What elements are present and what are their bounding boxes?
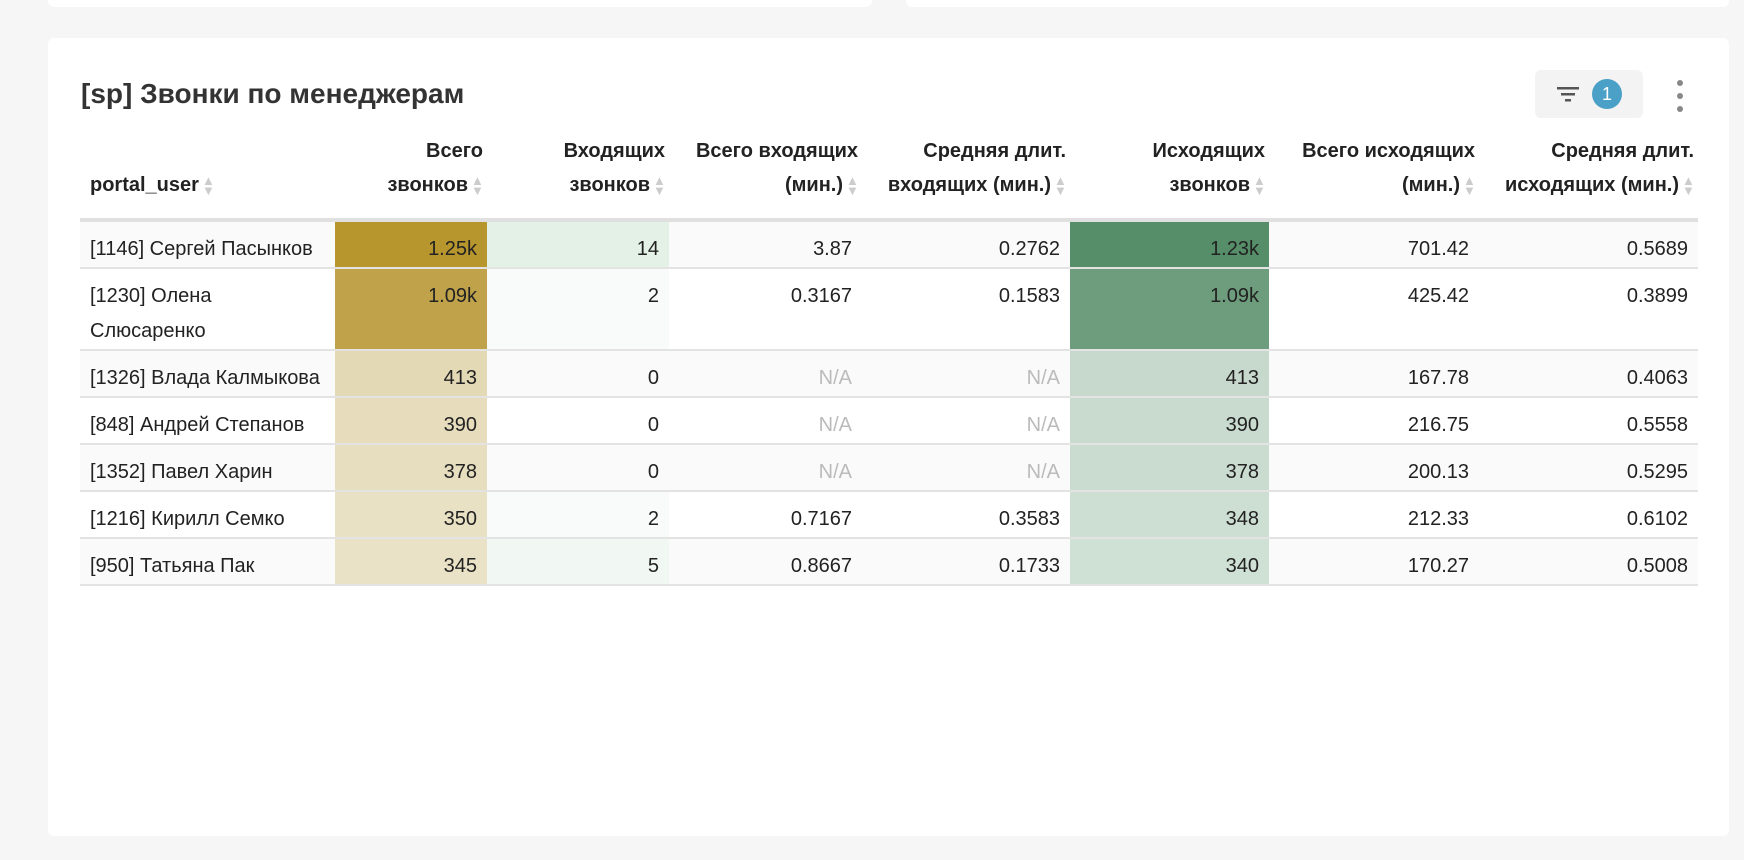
- table-cell: [950] Татьяна Пак: [80, 538, 335, 586]
- table-cell: [1352] Павел Харин: [80, 444, 335, 492]
- table-cell: 1.09k: [335, 268, 487, 351]
- table-cell: [1216] Кирилл Семко: [80, 491, 335, 539]
- table-cell: [1146] Сергей Пасынков: [80, 220, 335, 269]
- table-cell: N/A: [669, 350, 862, 398]
- filter-icon: [1557, 87, 1579, 102]
- table-cell: 3.87: [669, 220, 862, 269]
- table-cell: 390: [335, 397, 487, 445]
- table-cell: 345: [335, 538, 487, 586]
- managers-table: portal_user ▲ ▼ Всего звонков ▲ ▼ Входящих зво…: [80, 134, 1698, 586]
- table-cell: 2: [487, 268, 669, 351]
- table-cell: 0.2762: [862, 220, 1070, 269]
- table-cell: 413: [1070, 350, 1269, 398]
- table-cell: 1.25k: [335, 220, 487, 269]
- column-header[interactable]: Всего исходящих (мин.) ▲ ▼: [1269, 134, 1479, 222]
- table-cell: 0: [487, 444, 669, 492]
- table-row: [1146] Сергей Пасынков 1.25k 14 3.87 0.2762 1…: [80, 220, 1698, 269]
- table-cell: 200.13: [1269, 444, 1479, 492]
- table-cell: 413: [335, 350, 487, 398]
- table-cell: 378: [1070, 444, 1269, 492]
- table-cell: 0.5558: [1479, 397, 1698, 445]
- table-cell: 0.1583: [862, 268, 1070, 351]
- table-cell: 340: [1070, 538, 1269, 586]
- table-cell: 378: [335, 444, 487, 492]
- more-options-button[interactable]: [1670, 76, 1690, 116]
- table-cell: 0.3167: [669, 268, 862, 351]
- table-cell: 0.3583: [862, 491, 1070, 539]
- more-vertical-icon: [1677, 79, 1683, 86]
- column-header-label: Средняя длит. исходящих (мин.): [1505, 140, 1694, 196]
- table-cell: [848] Андрей Степанов: [80, 397, 335, 445]
- column-header-label: portal_user: [90, 174, 199, 196]
- table-cell: 0.7167: [669, 491, 862, 539]
- table-cell: 0: [487, 350, 669, 398]
- table-cell: 350: [335, 491, 487, 539]
- filter-count-badge: 1: [1592, 79, 1622, 109]
- table-cell: 0: [487, 397, 669, 445]
- table-cell: 0.3899: [1479, 268, 1698, 351]
- table-cell: 5: [487, 538, 669, 586]
- table-row: [1352] Павел Харин 378 0 N/A N/A 378 200.13 0.5…: [80, 444, 1698, 492]
- table-cell: 0.5295: [1479, 444, 1698, 492]
- column-header-label: Всего входящих (мин.): [695, 140, 858, 196]
- table-cell: N/A: [862, 350, 1070, 398]
- sort-icon[interactable]: ▲ ▼: [1682, 172, 1695, 198]
- table-cell: 425.42: [1269, 268, 1479, 351]
- top-right-card: [906, 0, 1729, 7]
- table-cell: 701.42: [1269, 220, 1479, 269]
- top-left-card: [48, 0, 872, 7]
- table-row: [950] Татьяна Пак 345 5 0.8667 0.1733 340 170.…: [80, 538, 1698, 586]
- table-cell: 2: [487, 491, 669, 539]
- table-cell: 0.6102: [1479, 491, 1698, 539]
- column-header[interactable]: portal_user ▲ ▼: [80, 134, 335, 222]
- table-cell: 167.78: [1269, 350, 1479, 398]
- table-cell: N/A: [669, 397, 862, 445]
- table-row: [848] Андрей Степанов 390 0 N/A N/A 390 216.75…: [80, 397, 1698, 445]
- sort-icon[interactable]: ▲ ▼: [471, 172, 484, 198]
- column-header[interactable]: Всего звонков ▲ ▼: [335, 134, 487, 222]
- column-header-label: Всего исходящих (мин.): [1302, 140, 1475, 196]
- table-cell: 0.5008: [1479, 538, 1698, 586]
- column-header[interactable]: Исходящих звонков ▲ ▼: [1070, 134, 1269, 222]
- filter-button[interactable]: 1: [1535, 70, 1643, 118]
- sort-icon[interactable]: ▲ ▼: [1253, 172, 1266, 198]
- table-row: [1230] Олена Слюсаренко 1.09k 2 0.3167 0.158…: [80, 268, 1698, 351]
- table-row: [1216] Кирилл Семко 350 2 0.7167 0.3583 348 21…: [80, 491, 1698, 539]
- table-cell: [1326] Влада Калмыкова: [80, 350, 335, 398]
- column-header-label: Входящих звонков: [563, 140, 665, 196]
- table-cell: N/A: [862, 444, 1070, 492]
- column-header[interactable]: Средняя длит. исходящих (мин.) ▲ ▼: [1479, 134, 1698, 222]
- column-header-label: Средняя длит. входящих (мин.): [887, 140, 1066, 196]
- table-cell: 0.1733: [862, 538, 1070, 586]
- table-cell: 348: [1070, 491, 1269, 539]
- table-cell: N/A: [862, 397, 1070, 445]
- sort-icon[interactable]: ▲ ▼: [1054, 172, 1067, 198]
- sort-icon[interactable]: ▲ ▼: [1463, 172, 1476, 198]
- table-cell: 0.8667: [669, 538, 862, 586]
- table-cell: 216.75: [1269, 397, 1479, 445]
- table-cell: 170.27: [1269, 538, 1479, 586]
- column-header-label: Всего звонков: [387, 140, 483, 196]
- table-cell: 212.33: [1269, 491, 1479, 539]
- table-cell: [1230] Олена Слюсаренко: [80, 268, 335, 351]
- sort-icon[interactable]: ▲ ▼: [846, 172, 859, 198]
- table-cell: 0.5689: [1479, 220, 1698, 269]
- table-cell: 14: [487, 220, 669, 269]
- table-cell: 1.09k: [1070, 268, 1269, 351]
- calls-by-manager-card: [sp] Звонки по менеджерам 1 portal_user ▲…: [48, 38, 1729, 836]
- column-header-label: Исходящих звонков: [1152, 140, 1265, 196]
- column-header[interactable]: Средняя длит. входящих (мин.) ▲ ▼: [862, 134, 1070, 222]
- table-cell: 0.4063: [1479, 350, 1698, 398]
- table-cell: N/A: [669, 444, 862, 492]
- card-title: [sp] Звонки по менеджерам: [81, 78, 465, 109]
- table-cell: 390: [1070, 397, 1269, 445]
- column-header[interactable]: Входящих звонков ▲ ▼: [487, 134, 669, 222]
- sort-icon[interactable]: ▲ ▼: [201, 172, 215, 198]
- table-row: [1326] Влада Калмыкова 413 0 N/A N/A 413 167.7…: [80, 350, 1698, 398]
- sort-icon[interactable]: ▲ ▼: [653, 172, 666, 198]
- column-header[interactable]: Всего входящих (мин.) ▲ ▼: [669, 134, 862, 222]
- table-cell: 1.23k: [1070, 220, 1269, 269]
